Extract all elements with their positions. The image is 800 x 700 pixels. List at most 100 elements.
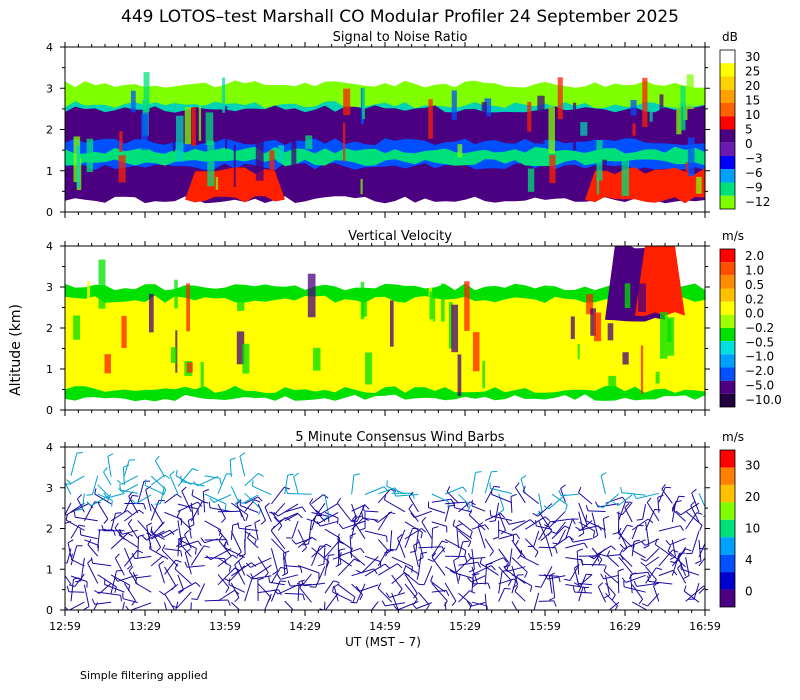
x-tick-label: 16:59 [689, 620, 721, 633]
y-tick-label: 0 [46, 404, 53, 417]
wind-barb [122, 529, 138, 535]
wind-barb [217, 574, 230, 588]
texture-streak [186, 283, 190, 332]
wind-barb [284, 506, 303, 513]
texture-streak [537, 95, 545, 144]
wind-barb-flag [362, 505, 365, 512]
wind-barb [177, 468, 193, 487]
wind-barb-flag [598, 559, 603, 565]
texture-streak [482, 360, 486, 389]
wind-barb [538, 520, 546, 537]
colorbar-label: 0.0 [745, 307, 764, 321]
wind-barb-flag [669, 561, 677, 564]
wind-barb [94, 601, 112, 605]
wind-barb-flag [203, 488, 210, 493]
wind-barb-flag [171, 604, 178, 609]
wind-barb [621, 501, 633, 516]
texture-streak [655, 371, 660, 384]
wind-barb [671, 539, 676, 557]
wind-barb-flag [351, 518, 357, 523]
wind-barb-flag [421, 516, 427, 523]
colorbar-swatch [720, 450, 735, 468]
wind-barb-flag [273, 589, 279, 595]
wind-barb-flag [411, 493, 415, 500]
wind-barb-flag [185, 548, 191, 554]
wind-barb [490, 515, 513, 521]
wind-barb-flag [600, 472, 607, 477]
wind-barb [602, 518, 606, 539]
wind-barb-flag [158, 560, 164, 566]
texture-streak [279, 358, 288, 384]
wind-barb-flag [468, 509, 473, 516]
wind-barb [163, 583, 179, 596]
wind-barb [149, 548, 165, 558]
wind-barb [135, 582, 152, 593]
texture-streak [570, 316, 575, 339]
wind-barb [623, 586, 646, 593]
wind-barb-flag [578, 486, 582, 493]
wind-barb-flag [230, 457, 236, 461]
colorbar-label: 4 [745, 553, 753, 567]
y-tick-label: 4 [46, 41, 53, 54]
wind-barb-flag [282, 572, 288, 577]
colorbar-swatch [720, 89, 735, 103]
wind-barb-flag [489, 509, 492, 516]
wind-barb [324, 555, 329, 576]
colorbar-label: −0.5 [745, 335, 774, 349]
colorbar-swatch [720, 288, 735, 302]
wind-barb-flag [425, 604, 430, 610]
wind-barb-flag [392, 490, 397, 497]
wind-barb [591, 512, 599, 536]
wind-barb-flag [66, 585, 70, 592]
wind-barb [580, 520, 593, 531]
wind-barb [669, 537, 686, 546]
wind-barb-flag [505, 519, 510, 525]
wind-barb [119, 534, 139, 548]
wind-barb-flag [302, 543, 309, 546]
wind-barb [632, 571, 649, 575]
wind-barb [240, 505, 259, 513]
wind-barb [337, 584, 356, 598]
wind-barb [661, 488, 673, 504]
wind-barb-flag [408, 491, 414, 497]
colorbar-label: 0 [745, 584, 753, 598]
colorbar-label: 30 [745, 50, 760, 64]
wind-barb [134, 555, 152, 560]
wind-barb [99, 583, 112, 594]
wind-barb-flag [672, 549, 679, 553]
wind-barb [97, 530, 101, 548]
wind-barb-flag [312, 519, 318, 525]
wind-barb-flag [283, 550, 290, 554]
texture-streak [586, 294, 594, 315]
wind-barb-flag [126, 510, 133, 515]
wind-barb-flag [640, 558, 647, 562]
wind-barb-flag [520, 475, 527, 480]
wind-barb [252, 485, 272, 496]
wind-barb [177, 503, 199, 510]
wind-barb [431, 528, 433, 549]
wind-barb-flag [632, 544, 635, 551]
wind-barb [384, 602, 406, 607]
colorbar-swatch [720, 50, 735, 64]
wind-barb-flag [612, 532, 619, 535]
wind-barb-flag [296, 582, 303, 586]
wind-barb-flag [492, 536, 499, 540]
wind-barb-flag [709, 583, 714, 586]
wind-barb [415, 530, 419, 552]
wind-barb-flag [219, 478, 222, 485]
texture-streak [233, 144, 236, 188]
wind-barb [217, 554, 233, 567]
wind-barb [445, 501, 467, 505]
texture-streak [343, 88, 351, 116]
wind-barb [271, 538, 287, 555]
colorbar-swatch [720, 354, 735, 368]
texture-streak [86, 138, 94, 173]
wind-barb [391, 556, 413, 568]
texture-streak [624, 283, 631, 309]
wind-barb-flag [195, 582, 201, 587]
wind-barb-flag [617, 527, 622, 534]
wind-barb [269, 581, 285, 586]
wind-barb-flag [76, 508, 83, 511]
wind-barb [458, 592, 472, 605]
texture-streak [457, 354, 462, 396]
